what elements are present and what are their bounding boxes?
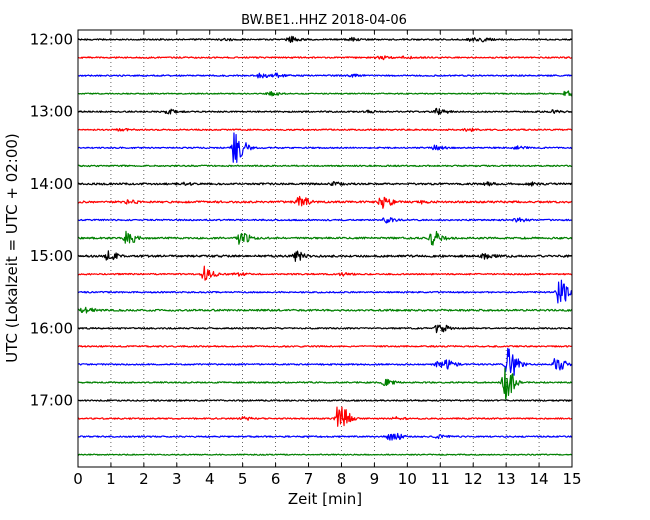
x-tick-label: 15 (562, 470, 581, 488)
y-tick-label: 16:00 (30, 319, 73, 337)
trace-line (77, 250, 573, 262)
trace-line (77, 367, 573, 400)
trace-line (77, 306, 573, 314)
x-tick-label: 8 (337, 470, 347, 488)
plot-frame (77, 29, 573, 468)
trace-line (77, 265, 573, 281)
x-tick-label: 10 (398, 470, 417, 488)
trace-line (77, 72, 573, 79)
x-tick-label: 1 (106, 470, 116, 488)
trace-line (77, 453, 573, 456)
trace-line (77, 195, 573, 209)
trace-line (77, 107, 573, 116)
trace-line (77, 432, 573, 441)
y-axis: 12:00 13:00 14:00 15:00 16:00 17:00 (30, 31, 572, 410)
y-tick-label: 14:00 (30, 175, 73, 193)
trace-line (77, 230, 573, 246)
x-tick-label: 12 (464, 470, 483, 488)
traces (77, 35, 573, 456)
x-tick-label: 11 (431, 470, 450, 488)
trace-line (77, 399, 573, 402)
trace-line (77, 127, 573, 133)
grid-lines (110, 30, 540, 467)
trace-line (77, 164, 573, 168)
trace-line (77, 132, 573, 163)
trace-line (77, 347, 573, 376)
trace-line (77, 279, 573, 304)
x-tick-label: 13 (497, 470, 516, 488)
trace-line (77, 345, 573, 348)
x-tick-label: 0 (73, 470, 83, 488)
chart-title: BW.BE1..HHZ 2018-04-06 (241, 13, 407, 28)
trace-line (77, 217, 573, 224)
trace-line (77, 35, 573, 44)
x-tick-label: 2 (139, 470, 149, 488)
trace-line (77, 324, 573, 334)
x-axis: 0 1 2 3 4 5 6 7 8 9 10 11 12 13 14 15 (73, 30, 582, 488)
trace-line (77, 406, 573, 427)
trace-line (77, 90, 573, 97)
x-tick-label: 9 (370, 470, 380, 488)
x-tick-label: 6 (271, 470, 281, 488)
trace-line (77, 181, 573, 187)
trace-line (77, 55, 573, 61)
y-tick-label: 15:00 (30, 247, 73, 265)
x-axis-label: Zeit [min] (288, 490, 362, 508)
x-tick-label: 7 (304, 470, 314, 488)
x-tick-label: 4 (205, 470, 215, 488)
y-tick-label: 17:00 (30, 392, 73, 410)
x-tick-label: 3 (172, 470, 182, 488)
x-tick-label: 14 (530, 470, 549, 488)
x-tick-label: 5 (238, 470, 248, 488)
y-tick-label: 13:00 (30, 103, 73, 121)
y-axis-label: UTC (Lokalzeit = UTC + 02:00) (3, 133, 21, 363)
y-tick-label: 12:00 (30, 31, 73, 49)
